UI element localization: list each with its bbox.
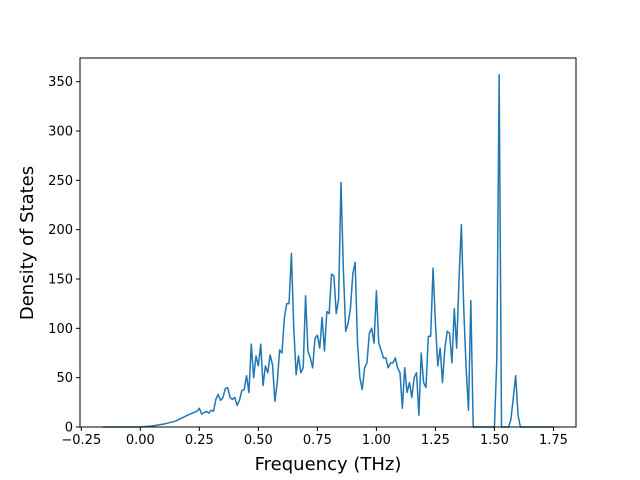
- line-series: [102, 74, 554, 428]
- y-tick-label: 300: [48, 125, 73, 140]
- y-tick-label: 350: [48, 75, 73, 90]
- x-tick-label: 0.25: [185, 433, 214, 448]
- x-tick-label: 0.75: [303, 433, 332, 448]
- y-tick-label: 100: [48, 322, 73, 337]
- x-tick-label: 1.00: [362, 433, 391, 448]
- x-axis-label: Frequency (THz): [255, 454, 402, 475]
- y-tick-label: 150: [48, 273, 73, 288]
- x-tick-label: −0.25: [61, 433, 101, 448]
- y-tick-label: 200: [48, 223, 73, 238]
- y-tick-label: 50: [56, 371, 73, 386]
- y-tick-label: 250: [48, 174, 73, 189]
- x-tick-label: 1.50: [480, 433, 509, 448]
- x-tick-label: 1.25: [421, 433, 450, 448]
- x-tick-label: 1.75: [539, 433, 568, 448]
- x-tick-label: 0.50: [244, 433, 273, 448]
- x-tick-label: 0.00: [126, 433, 155, 448]
- plot-frame: [79, 57, 577, 428]
- y-tick-label: 0: [65, 421, 73, 436]
- y-axis-label: Density of States: [17, 166, 38, 320]
